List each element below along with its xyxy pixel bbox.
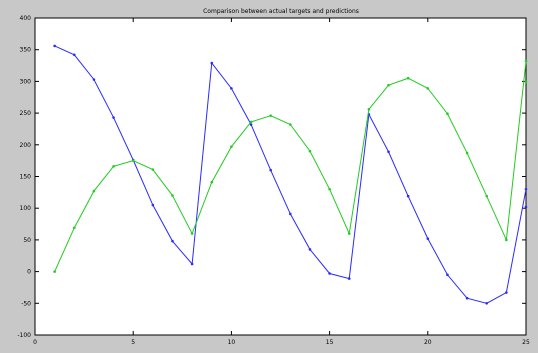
series-0-point bbox=[347, 277, 351, 280]
series-1-point bbox=[190, 232, 194, 235]
series-0-point bbox=[72, 53, 76, 57]
y-tick-label: 400 bbox=[20, 15, 32, 22]
series-0-point bbox=[151, 203, 155, 207]
series-1-point bbox=[210, 180, 214, 184]
y-tick-label: -50 bbox=[21, 300, 31, 307]
series-0-point bbox=[465, 296, 469, 300]
series-1-point bbox=[524, 59, 528, 63]
series-0-point bbox=[210, 61, 214, 65]
series-1-point bbox=[505, 238, 508, 242]
x-tick-label: 5 bbox=[131, 339, 135, 346]
series-0-point bbox=[308, 248, 312, 251]
extra-data-point bbox=[524, 80, 528, 84]
series-1-point bbox=[269, 114, 272, 117]
series-0-point bbox=[230, 87, 233, 90]
series-layer bbox=[53, 44, 528, 305]
y-tick-label: 300 bbox=[20, 78, 32, 85]
series-1-point bbox=[485, 194, 489, 198]
series-1-point bbox=[328, 187, 331, 191]
y-tick-label: 0 bbox=[27, 269, 31, 276]
series-1-point bbox=[465, 151, 469, 155]
series-0-point bbox=[190, 262, 194, 266]
series-0-point bbox=[524, 187, 528, 191]
series-0-point bbox=[269, 168, 272, 172]
series-0-point bbox=[387, 150, 390, 154]
series-0-point bbox=[171, 239, 174, 243]
chart-title: Comparison between actual targets and pr… bbox=[203, 8, 359, 15]
series-0-point bbox=[92, 78, 96, 81]
series-1-point bbox=[367, 107, 371, 111]
series-1-point bbox=[131, 159, 135, 162]
series-0-point bbox=[112, 116, 115, 119]
series-1-point bbox=[92, 189, 96, 193]
series-1-point bbox=[308, 149, 312, 153]
plot-area bbox=[34, 17, 527, 336]
extra-data-point bbox=[524, 205, 528, 209]
series-1-point bbox=[387, 83, 390, 87]
y-tick-label: 350 bbox=[20, 47, 32, 54]
series-1-point bbox=[446, 112, 449, 116]
series-0-point bbox=[505, 291, 508, 294]
series-1-point bbox=[72, 226, 76, 230]
x-tick-label: 15 bbox=[326, 339, 334, 346]
series-0-point bbox=[249, 123, 253, 126]
y-tick-label: 250 bbox=[20, 110, 32, 117]
series-1-point bbox=[112, 165, 115, 168]
x-tick-label: 10 bbox=[228, 339, 236, 346]
series-0-point bbox=[485, 302, 489, 305]
series-1-point bbox=[426, 87, 430, 90]
y-tick-label: 50 bbox=[23, 237, 31, 244]
x-tick-label: 0 bbox=[33, 339, 37, 346]
series-0-point bbox=[446, 273, 449, 277]
series-1-point bbox=[347, 232, 351, 235]
series-0-point bbox=[406, 194, 410, 198]
x-tick-label: 20 bbox=[424, 339, 432, 346]
series-1-point bbox=[289, 123, 292, 126]
y-tick-label: 200 bbox=[20, 142, 32, 149]
y-tick-label: 150 bbox=[20, 174, 32, 181]
y-tick-label: -100 bbox=[17, 332, 31, 339]
series-1-point bbox=[406, 76, 410, 80]
x-axis: 0 5 10 15 20 25 bbox=[33, 18, 530, 346]
series-0-point bbox=[289, 212, 292, 216]
series-1-point bbox=[230, 145, 233, 149]
series-0-point bbox=[53, 44, 56, 48]
series-1-point bbox=[53, 270, 56, 273]
series-1-point bbox=[249, 120, 253, 124]
y-tick-label: 100 bbox=[20, 205, 32, 212]
series-0-point bbox=[426, 237, 430, 240]
series-0-point bbox=[328, 272, 331, 275]
x-tick-label: 25 bbox=[522, 339, 530, 346]
series-1-point bbox=[151, 168, 155, 171]
series-1-point bbox=[171, 194, 174, 197]
